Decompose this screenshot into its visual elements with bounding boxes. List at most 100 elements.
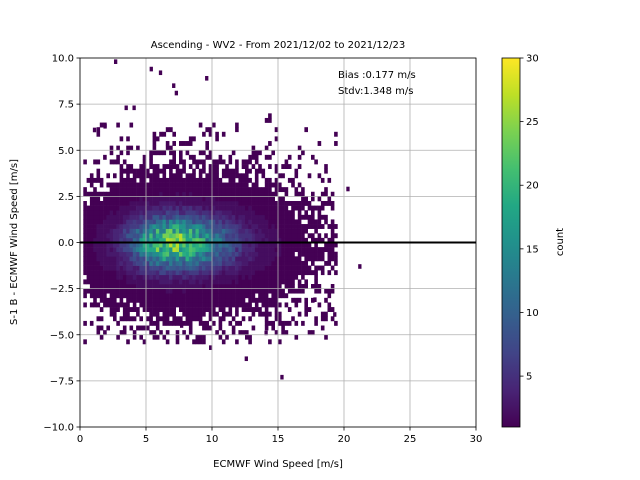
density-cell — [264, 182, 269, 188]
density-cell — [152, 256, 157, 262]
density-cell — [261, 274, 266, 280]
density-cell — [182, 274, 186, 280]
density-cell — [188, 247, 193, 253]
density-cell — [284, 219, 289, 225]
density-cell — [241, 274, 246, 280]
density-cell — [198, 251, 203, 257]
density-cell — [162, 196, 167, 202]
density-cell — [96, 173, 101, 179]
density-cell — [287, 228, 292, 234]
density-cell — [142, 256, 147, 262]
density-cell — [271, 242, 275, 248]
density-cell — [218, 182, 223, 188]
density-cell — [294, 205, 299, 211]
y-tick-label: 7.5 — [58, 100, 74, 111]
density-cell — [149, 228, 153, 234]
density-cell — [146, 256, 150, 262]
density-cell — [116, 205, 120, 211]
density-cell — [169, 210, 173, 216]
density-cell — [162, 173, 167, 179]
density-cell — [258, 150, 262, 156]
density-cell — [126, 260, 130, 266]
density-cell — [231, 219, 236, 225]
density-cell — [235, 191, 239, 197]
density-cell — [245, 219, 249, 225]
density-cell — [83, 205, 87, 211]
density-cell — [162, 279, 167, 285]
density-cell — [113, 251, 117, 257]
density-cell — [235, 279, 239, 285]
density-cell — [93, 205, 97, 211]
density-cell — [248, 177, 252, 183]
density-cell — [113, 256, 117, 262]
density-cell — [165, 311, 170, 317]
density-cell — [241, 173, 246, 179]
density-cell — [317, 141, 322, 146]
density-cell — [278, 242, 282, 248]
density-cell — [96, 247, 101, 253]
density-cell — [113, 228, 117, 234]
density-cell — [330, 288, 335, 294]
density-cell — [307, 307, 312, 312]
density-cell — [169, 237, 173, 243]
density-cell — [195, 228, 200, 234]
density-cell — [169, 214, 173, 220]
density-cell — [175, 182, 180, 188]
density-cell — [103, 233, 107, 239]
density-cell — [287, 224, 292, 229]
density-cell — [155, 302, 160, 308]
density-cell — [192, 224, 196, 229]
density-cell — [291, 219, 295, 225]
density-cell — [218, 334, 223, 340]
density-cell — [235, 173, 239, 179]
density-cell — [109, 265, 114, 271]
density-cell — [93, 284, 97, 289]
density-cell — [195, 237, 200, 243]
density-cell — [129, 205, 134, 211]
density-cell — [159, 187, 163, 193]
density-cell — [291, 237, 295, 243]
density-cell — [271, 210, 275, 216]
density-cell — [278, 260, 282, 266]
density-cell — [93, 177, 97, 183]
density-cell — [93, 196, 97, 202]
density-cell — [251, 228, 256, 234]
density-cell — [93, 187, 97, 193]
density-cell — [192, 279, 196, 285]
density-cell — [106, 200, 110, 206]
density-cell — [198, 168, 203, 174]
density-cell — [218, 242, 223, 248]
density-cell — [152, 187, 157, 193]
density-cell — [142, 219, 147, 225]
density-cell — [106, 224, 110, 229]
density-cell — [188, 237, 193, 243]
density-cell — [152, 224, 157, 229]
density-cell — [251, 196, 256, 202]
density-cell — [109, 191, 114, 197]
density-cell — [113, 279, 117, 285]
density-cell — [238, 187, 242, 193]
density-cell — [172, 150, 176, 156]
density-cell — [271, 274, 275, 280]
density-cell — [284, 251, 289, 257]
density-cell — [96, 270, 101, 276]
density-cell — [281, 288, 285, 294]
density-cell — [149, 330, 153, 336]
density-cell — [188, 136, 193, 142]
density-cell — [245, 200, 249, 206]
density-cell — [99, 242, 104, 248]
density-cell — [261, 256, 266, 262]
density-cell — [212, 237, 216, 243]
density-cell — [245, 260, 249, 266]
density-cell — [327, 177, 332, 183]
density-cell — [165, 187, 170, 193]
density-cell — [248, 256, 252, 262]
density-cell — [248, 274, 252, 280]
density-cell — [215, 293, 219, 299]
density-cell — [113, 173, 117, 179]
density-cell — [311, 256, 315, 262]
density-cell — [202, 210, 206, 216]
density-cell — [218, 307, 223, 312]
density-cell — [169, 196, 173, 202]
density-cell — [202, 270, 206, 276]
